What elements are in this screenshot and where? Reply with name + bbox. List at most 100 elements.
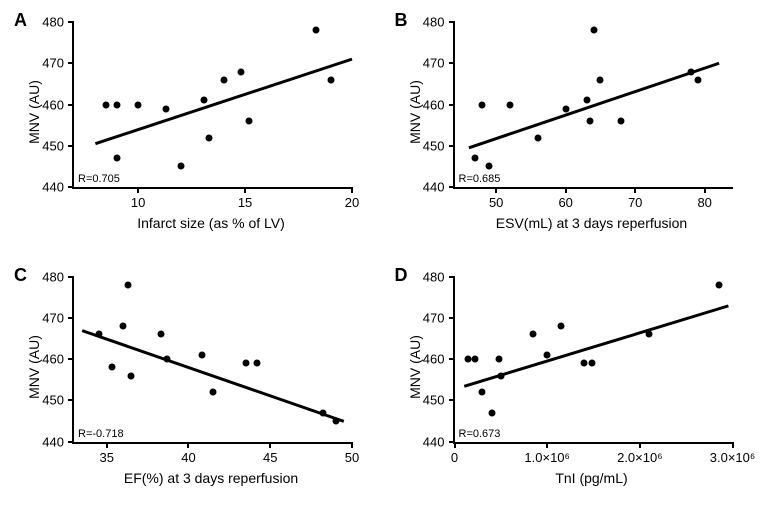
data-point [220, 76, 227, 83]
panel-d: D44045046047048001.0×10⁶2.0×10⁶3.0×10⁶R=… [391, 265, 752, 510]
x-tick [546, 442, 548, 448]
data-point [113, 101, 120, 108]
r-value-label: R=0.673 [459, 428, 501, 440]
r-value-label: R=0.685 [459, 173, 501, 185]
x-tick [187, 442, 189, 448]
y-tick-label: 470 [423, 310, 445, 325]
panel-letter: B [395, 10, 408, 31]
x-tick [732, 442, 734, 448]
x-axis-label: EF(%) at 3 days reperfusion [124, 470, 298, 486]
data-point [558, 323, 565, 330]
y-axis-label: MNV (AU) [406, 335, 422, 399]
r-value-label: R=0.705 [78, 173, 120, 185]
y-tick-label: 450 [42, 393, 64, 408]
x-tick-label: 70 [628, 195, 642, 210]
y-axis-label: MNV (AU) [26, 80, 42, 144]
r-value-label: R=-0.718 [78, 428, 124, 440]
x-tick [495, 187, 497, 193]
x-tick-label: 40 [181, 450, 195, 465]
data-point [479, 389, 486, 396]
data-point [246, 118, 253, 125]
data-point [135, 101, 142, 108]
panel-letter: A [14, 10, 27, 31]
plot-area: 44045046047048035404550R=-0.718 [72, 277, 352, 444]
x-tick [351, 187, 353, 193]
data-point [588, 360, 595, 367]
y-tick-label: 460 [423, 352, 445, 367]
data-point [581, 360, 588, 367]
data-point [327, 76, 334, 83]
data-point [597, 76, 604, 83]
y-tick-label: 480 [423, 269, 445, 284]
panel-letter: C [14, 265, 27, 286]
y-tick-label: 440 [42, 180, 64, 195]
data-point [254, 360, 261, 367]
x-tick-label: 50 [489, 195, 503, 210]
x-tick-label: 35 [99, 450, 113, 465]
plot-area: 44045046047048050607080R=0.685 [453, 22, 733, 189]
x-tick [565, 187, 567, 193]
x-tick-label: 20 [345, 195, 359, 210]
x-tick-label: 1.0×10⁶ [524, 450, 569, 465]
x-tick [137, 187, 139, 193]
x-tick [244, 187, 246, 193]
y-axis-label: MNV (AU) [406, 80, 422, 144]
plot-area: 44045046047048001.0×10⁶2.0×10⁶3.0×10⁶R=0… [453, 277, 733, 444]
y-tick-label: 460 [423, 97, 445, 112]
data-point [715, 281, 722, 288]
data-point [242, 360, 249, 367]
data-point [534, 134, 541, 141]
y-tick-label: 480 [42, 15, 64, 30]
data-point [472, 155, 479, 162]
x-tick-label: 80 [697, 195, 711, 210]
x-tick [454, 442, 456, 448]
data-point [128, 372, 135, 379]
data-point [237, 68, 244, 75]
data-point [95, 331, 102, 338]
y-tick-label: 440 [423, 180, 445, 195]
x-tick [634, 187, 636, 193]
data-point [694, 76, 701, 83]
data-point [157, 331, 164, 338]
data-point [497, 372, 504, 379]
data-point [103, 101, 110, 108]
data-point [162, 105, 169, 112]
data-point [590, 27, 597, 34]
panel-letter: D [395, 265, 408, 286]
data-point [177, 163, 184, 170]
x-tick-label: 45 [263, 450, 277, 465]
x-tick [704, 187, 706, 193]
x-tick-label: 60 [558, 195, 572, 210]
data-point [319, 409, 326, 416]
x-tick [351, 442, 353, 448]
data-point [205, 134, 212, 141]
x-tick-label: 50 [345, 450, 359, 465]
y-tick-label: 440 [42, 434, 64, 449]
x-tick-label: 3.0×10⁶ [710, 450, 755, 465]
data-point [312, 27, 319, 34]
y-tick-label: 440 [423, 434, 445, 449]
data-point [687, 68, 694, 75]
data-point [210, 389, 217, 396]
x-tick [106, 442, 108, 448]
data-point [583, 97, 590, 104]
panel-b: B44045046047048050607080R=0.685MNV (AU)E… [391, 10, 752, 255]
data-point [562, 105, 569, 112]
panel-c: C44045046047048035404550R=-0.718MNV (AU)… [10, 265, 371, 510]
data-point [618, 118, 625, 125]
y-tick-label: 460 [42, 352, 64, 367]
data-point [201, 97, 208, 104]
y-tick-label: 450 [423, 138, 445, 153]
trend-line [74, 277, 352, 442]
y-tick-label: 460 [42, 97, 64, 112]
data-point [495, 356, 502, 363]
y-tick-label: 450 [423, 393, 445, 408]
data-point [124, 281, 131, 288]
x-tick-label: 0 [451, 450, 458, 465]
y-tick-label: 480 [423, 15, 445, 30]
x-tick-label: 2.0×10⁶ [617, 450, 662, 465]
panel-a: A440450460470480101520R=0.705MNV (AU)Inf… [10, 10, 371, 255]
x-tick-label: 15 [238, 195, 252, 210]
data-point [120, 323, 127, 330]
data-point [488, 409, 495, 416]
